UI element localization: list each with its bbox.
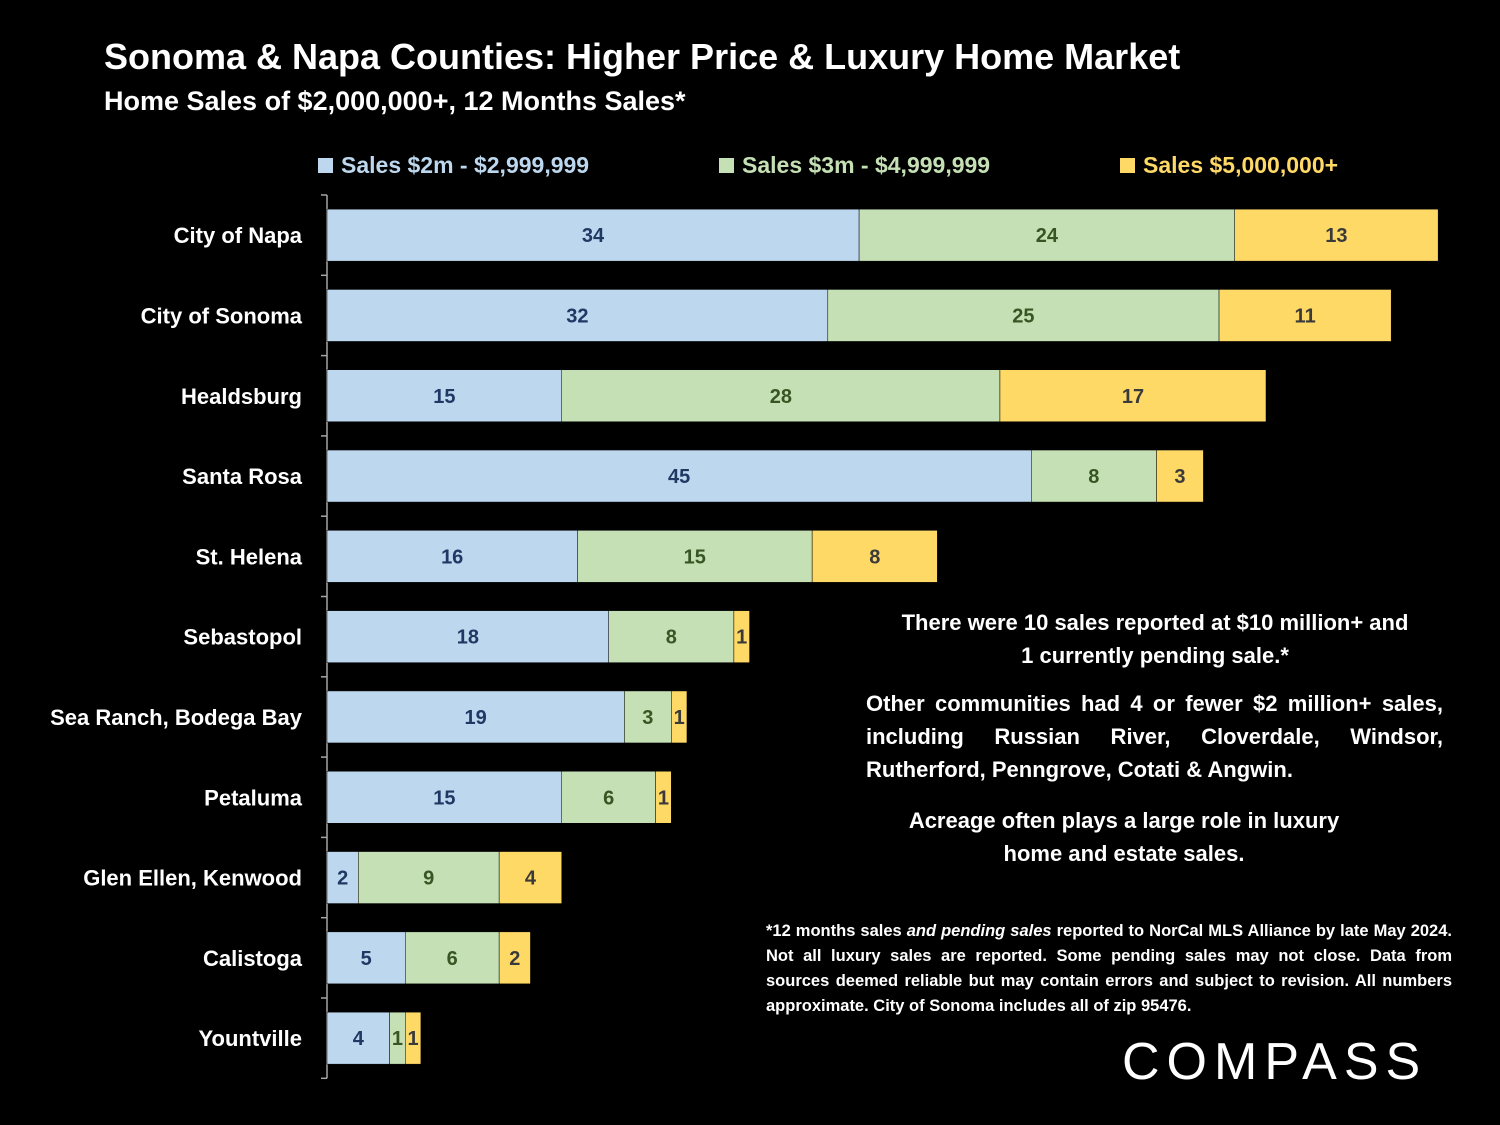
data-label: 1 [658,787,669,809]
data-label: 4 [525,868,537,890]
footnote-part2: reported to NorCal MLS Alliance by late … [766,922,1452,1015]
data-label: 1 [408,1028,419,1050]
bar-segment [1218,289,1392,342]
bar-segment [624,690,672,744]
data-label: 2 [509,948,520,970]
data-label: 3 [642,707,653,729]
data-label: 16 [441,546,463,568]
data-label: 18 [457,627,479,649]
bar-segment [561,771,656,824]
bar-segment [811,530,938,583]
bar-segment [326,851,359,904]
category-label: Healdsburg [181,384,302,409]
bar-segment [999,369,1267,422]
category-label: City of Sonoma [141,303,303,328]
bar-segment [1234,208,1439,262]
bar-segment [326,289,829,342]
chart-title: Sonoma & Napa Counties: Higher Price & L… [104,36,1181,77]
data-label: 8 [1088,466,1099,488]
bar-segment [827,289,1220,342]
footnote: *12 months sales and pending sales repor… [766,919,1452,1019]
data-label: 2 [337,868,348,890]
data-label: 28 [770,386,792,408]
category-label: City of Napa [174,223,303,248]
bar-segment [326,449,1032,503]
data-label: 8 [869,546,880,568]
data-label: 19 [465,707,487,729]
footnote-italic: and pending sales [906,922,1052,940]
bar-segment [326,931,406,985]
note-ten-million: There were 10 sales reported at $10 mill… [901,610,1409,668]
data-label: 6 [447,948,458,970]
category-label: Yountville [199,1026,303,1051]
bar-segment [671,690,688,744]
bar-segment [498,931,531,985]
category-label: Calistoga [203,946,303,971]
legend-swatch-3m [719,158,734,173]
data-label: 1 [674,707,685,729]
note-acreage: Acreage often plays a large role in luxu… [908,808,1340,866]
data-label: 34 [582,225,605,247]
category-label: Glen Ellen, Kenwood [83,866,302,891]
bar-segment [405,1011,422,1065]
legend-item-2m: Sales $2m - $2,999,999 [318,152,589,179]
bar-segment [1156,449,1204,503]
category-label: Santa Rosa [182,464,303,489]
legend-swatch-5m [1120,158,1135,173]
data-label: 45 [668,466,690,488]
data-label: 1 [392,1028,403,1050]
bar-segment [498,851,562,904]
bar-segment [1031,449,1157,503]
legend-label-3m: Sales $3m - $4,999,999 [742,152,991,178]
category-label: St. Helena [196,544,303,569]
category-label: Petaluma [204,785,303,810]
bar-segment [326,530,578,583]
data-label: 1 [736,627,747,649]
bar-segment [655,771,672,824]
data-label: 9 [423,868,434,890]
bar-segment [326,771,562,824]
legend-label-5m: Sales $5,000,000+ [1143,152,1339,178]
data-label: 24 [1036,225,1059,247]
bar-segment [733,610,750,663]
data-label: 6 [603,787,614,809]
bar-segment [405,931,500,985]
data-label: 3 [1174,466,1185,488]
footnote-part1: *12 months sales [766,922,907,940]
bar-segment [561,369,1001,422]
bar-segment [326,208,860,262]
bar-segment [577,530,813,583]
data-label: 17 [1122,386,1144,408]
category-label: Sebastopol [183,625,302,650]
note-other-communities: Other communities had 4 or fewer $2 mill… [866,691,1443,782]
bar-segment [326,690,625,744]
legend-item-5m: Sales $5,000,000+ [1120,152,1338,179]
data-label: 4 [353,1028,365,1050]
bar-segment [326,1011,390,1065]
data-label: 15 [433,386,455,408]
legend-label-2m: Sales $2m - $2,999,999 [341,152,590,178]
data-label: 8 [666,627,677,649]
data-label: 15 [433,787,455,809]
bar-segment [858,208,1235,262]
data-label: 5 [361,948,372,970]
bar-segment [608,610,735,663]
data-label: 25 [1012,305,1034,327]
bar-segment [358,851,500,904]
bar-segment [326,610,609,663]
data-label: 32 [566,305,588,327]
compass-logo: COMPASS [1122,1033,1428,1091]
legend-swatch-2m [318,158,333,173]
legend-item-3m: Sales $3m - $4,999,999 [719,152,990,179]
bar-segment [326,369,562,422]
category-label: Sea Ranch, Bodega Bay [50,705,303,730]
data-label: 13 [1325,225,1347,247]
chart-subtitle: Home Sales of $2,000,000+, 12 Months Sal… [104,86,686,116]
data-label: 11 [1295,305,1316,327]
data-label: 15 [684,546,706,568]
